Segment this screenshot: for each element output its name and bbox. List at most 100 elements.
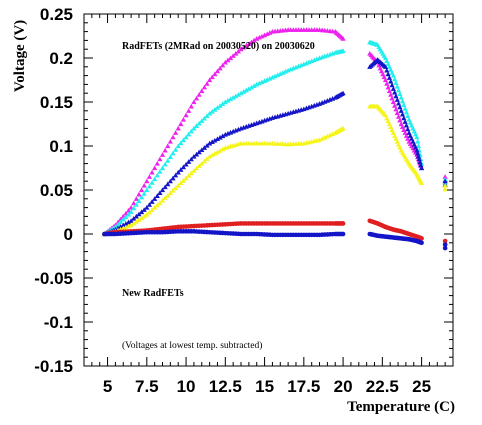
data-point <box>209 74 215 80</box>
data-point <box>220 133 226 139</box>
data-point <box>123 214 129 220</box>
data-point <box>170 175 176 181</box>
data-point <box>123 221 129 226</box>
data-point <box>175 125 181 131</box>
data-point <box>212 107 218 112</box>
data-point <box>442 178 448 184</box>
data-point <box>397 117 403 123</box>
data-point <box>207 110 213 116</box>
data-point <box>392 89 398 95</box>
data-point <box>154 161 160 166</box>
data-point <box>269 74 276 80</box>
data-point <box>248 39 255 45</box>
data-point <box>144 187 150 193</box>
data-point <box>272 73 278 79</box>
data-point <box>136 198 142 204</box>
data-point <box>191 153 197 159</box>
data-point <box>204 156 210 161</box>
data-point <box>214 105 221 110</box>
data-point <box>220 101 226 106</box>
data-point <box>340 36 346 41</box>
data-point <box>172 172 179 178</box>
data-point <box>183 134 189 140</box>
x-tick-label: 12.5 <box>209 377 242 396</box>
data-point <box>402 106 408 111</box>
data-point <box>233 51 239 56</box>
data-point <box>316 137 323 142</box>
data-point <box>162 147 168 153</box>
data-point <box>204 113 210 119</box>
data-point <box>131 220 137 226</box>
data-point <box>415 143 422 149</box>
data-point <box>217 134 223 140</box>
data-point <box>193 123 200 128</box>
y-tick-label: 0 <box>64 225 73 244</box>
data-point <box>418 165 425 171</box>
data-point <box>398 95 404 100</box>
data-point <box>188 103 194 109</box>
data-point <box>394 110 400 116</box>
data-point <box>233 93 239 99</box>
data-point <box>191 99 197 105</box>
data-point <box>340 90 346 96</box>
data-point <box>225 57 231 63</box>
data-point <box>275 72 281 78</box>
data-point <box>405 113 411 119</box>
y-tick-label: 0.2 <box>49 49 73 68</box>
data-point <box>267 30 273 35</box>
data-point <box>186 159 192 164</box>
data-point <box>390 86 396 91</box>
data-point <box>382 64 389 69</box>
data-point <box>416 156 422 162</box>
data-point <box>165 143 171 149</box>
data-point <box>199 118 205 123</box>
data-point <box>389 82 395 88</box>
data-point <box>393 80 399 86</box>
data-point <box>261 32 268 38</box>
data-point <box>394 84 400 89</box>
data-point <box>222 99 228 105</box>
data-point <box>175 143 181 149</box>
data-point <box>209 152 215 158</box>
data-point <box>209 139 215 144</box>
data-point <box>159 197 166 203</box>
data-point <box>154 193 160 198</box>
data-point <box>393 93 399 99</box>
data-point <box>401 115 407 121</box>
data-point <box>382 77 389 83</box>
data-point <box>157 169 163 174</box>
data-point <box>399 98 406 104</box>
data-point <box>146 183 153 189</box>
data-point <box>403 109 410 115</box>
series-1 <box>101 39 448 237</box>
data-point <box>120 216 126 222</box>
data-point <box>154 172 160 178</box>
data-point <box>217 148 223 153</box>
data-point <box>442 186 448 192</box>
data-point <box>152 196 158 201</box>
data-point <box>165 181 171 187</box>
data-point <box>131 205 137 211</box>
data-point <box>112 224 119 230</box>
data-point <box>183 175 189 181</box>
data-point <box>227 55 234 61</box>
data-point <box>340 231 346 237</box>
data-point <box>193 95 200 101</box>
data-point <box>267 75 273 81</box>
annotation-voltages-subtracted: (Voltages at lowest temp. subtracted) <box>122 340 262 351</box>
data-point <box>230 95 236 100</box>
data-point <box>217 65 223 71</box>
data-point <box>141 213 147 219</box>
data-point <box>191 168 197 173</box>
data-point <box>196 120 202 126</box>
data-point <box>146 174 153 179</box>
data-point <box>188 128 194 134</box>
data-point <box>180 117 187 122</box>
data-point <box>157 190 163 196</box>
data-point <box>131 216 137 221</box>
data-point <box>141 191 147 196</box>
data-point <box>128 218 134 223</box>
data-point <box>125 219 132 225</box>
series-0 <box>101 27 448 237</box>
